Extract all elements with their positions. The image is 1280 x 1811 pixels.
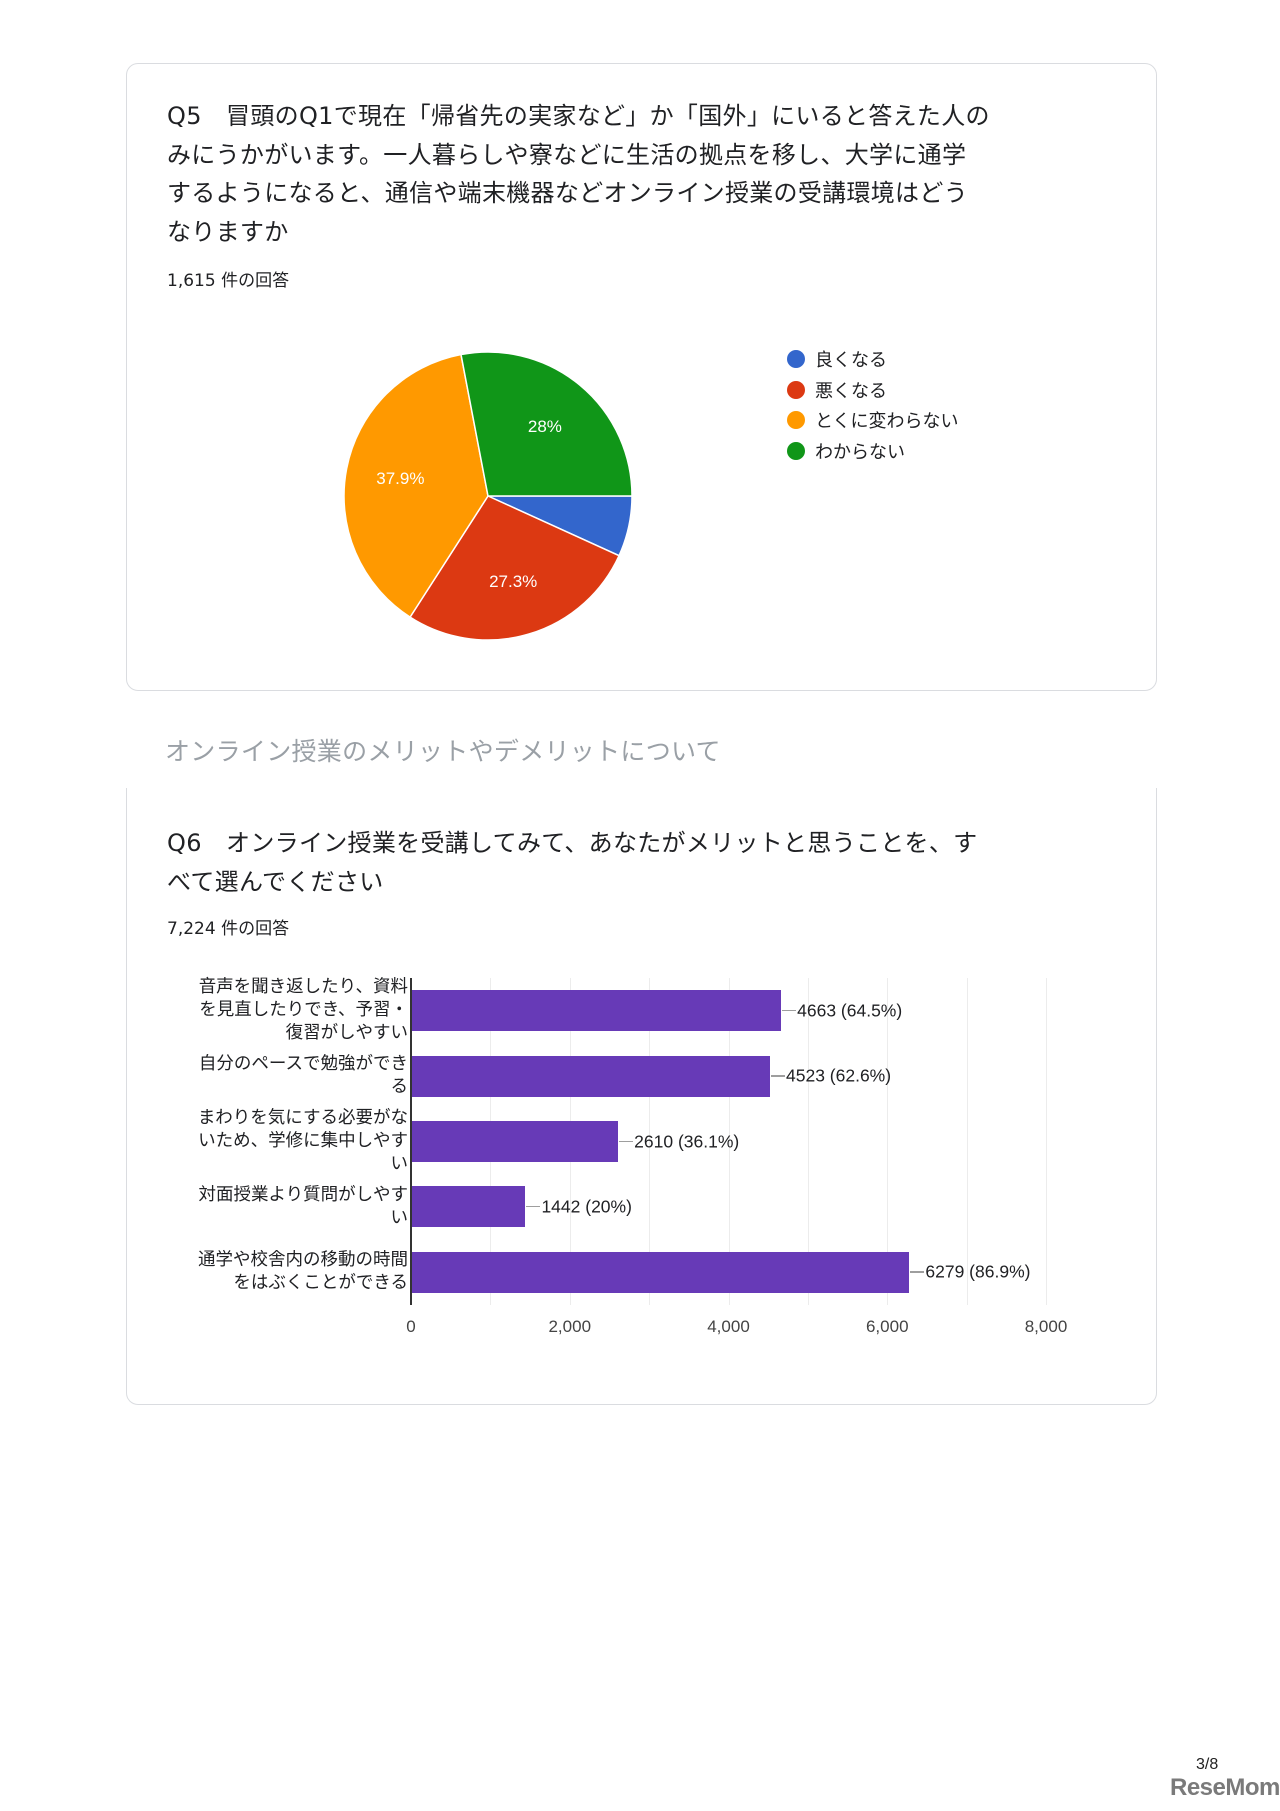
resemom-logo: ReseMom. [1170,1774,1280,1801]
category-label-line: る [390,1077,409,1098]
bar-value-leader [526,1205,541,1208]
legend-label: 悪くなる [815,380,887,402]
gridline [1046,978,1047,1305]
gridline [807,978,809,1305]
pie-slice[interactable] [460,351,633,497]
category-label-line: い [390,1207,409,1228]
q5-pie-chart: 27.3% 37.9% 28% [338,346,638,646]
legend-label: とくに変わらない [815,411,959,433]
pie-slice-label: 28% [527,417,562,437]
q6-card: Q6 オンライン授業を受講してみて、あなたがメリットと思うことを、す べて選んで… [126,788,1157,1405]
q6-question-title: Q6 オンライン授業を受講してみて、あなたがメリットと思うことを、す べて選んで… [167,824,1047,901]
page-number: 3/8 [1196,1756,1219,1773]
bar[interactable] [411,1251,910,1293]
bar[interactable] [411,1186,526,1228]
x-tick-label: 8,000 [1024,1317,1068,1336]
category-label: 通学や校舎内の移動の時間 をはぶくことができる [168,1249,408,1295]
bar-value-leader [910,1271,925,1273]
bar[interactable] [411,1055,770,1097]
category-label-line: 対面授業より質問がしやす [198,1184,408,1205]
bar-value-leader [771,1075,785,1077]
pie-slice-label: 27.3% [489,571,538,591]
bar-value-leader [619,1140,634,1142]
bar[interactable] [411,990,782,1032]
q5-title-line: するようになると、通信や端末機器などオンライン授業の受講環境はどう [167,179,968,207]
x-tick-label: 2,000 [548,1317,592,1336]
category-label-line: 自分のペースで勉強ができ [198,1054,408,1075]
bar-value-label: 6279 (86.9%) [925,1261,1031,1282]
q6-bar-chart: 0 2,000 4,000 6,000 8,000 4663 (64.5%) 音声を聞き返し… [127,788,1158,1405]
legend-label: 良くなる [815,350,887,372]
legend-dot-icon [787,350,805,369]
q6-title-line: Q6 オンライン授業を受講してみて、あなたがメリットと思うことを、す [167,829,978,857]
category-label: 音声を聞き返したり、資料 を見直したりでき、予習・ 復習がしやすい [168,976,408,1045]
x-tick-label: 0 [406,1317,416,1336]
gridline [966,978,968,1305]
q5-question-title: Q5 冒頭のQ1で現在「帰省先の実家など」か「国外」にいると答えた人の みにうか… [167,97,1047,251]
category-label-line: 音声を聞き返したり、資料 [198,977,408,998]
bar-value-label: 4663 (64.5%) [797,1000,903,1021]
q5-title-line: みにうかがいます。一人暮らしや寮などに生活の拠点を移し、大学に通学 [167,140,967,169]
x-tick-label: 6,000 [865,1317,909,1336]
q5-response-count: 1,615 件の回答 [167,271,290,291]
category-label-line: まわりを気にする必要がな [197,1108,408,1128]
pie-slice[interactable] [409,495,621,641]
bar-value-label: 1442 (20%) [541,1196,632,1217]
category-label-line: をはぶくことができる [233,1273,408,1294]
legend-dot-icon [787,411,805,430]
legend-item-unknown[interactable]: わからない [787,436,958,467]
legend-item-worse[interactable]: 悪くなる [787,375,958,406]
category-label-line: を見直したりでき、予習・ [199,1000,408,1021]
category-label: まわりを気にする必要がな いため、学修に集中しやすい [168,1107,408,1176]
x-tick-label: 4,000 [707,1317,750,1336]
section-title: オンライン授業のメリットやデメリットについて [165,737,721,766]
bar-value-leader [782,1009,797,1012]
legend-dot-icon [787,380,805,399]
bar-value-label: 2610 (36.1%) [634,1131,740,1151]
pie-slice-label: 37.9% [376,468,425,488]
q5-title-line: Q5 冒頭のQ1で現在「帰省先の実家など」か「国外」にいると答えた人の [167,102,990,130]
q6-title-line: べて選んでください [167,867,384,896]
y-axis-line [410,978,412,1305]
legend-item-no-change[interactable]: とくに変わらない [787,405,958,436]
category-label: 対面授業より質問がしやすい [168,1184,408,1230]
category-label-line: 復習がしやすい [285,1023,408,1044]
legend-label: わからない [815,441,905,463]
pie-legend: 良くなる 悪くなる とくに変わらない わからない [787,344,958,466]
gridline [728,978,730,1305]
bar-value-label: 4523 (62.6%) [786,1065,892,1086]
category-label-line: い [390,1154,409,1174]
category-label: 自分のペースで勉強ができる [168,1053,408,1099]
category-label-line: 通学や校舎内の移動の時間 [198,1250,408,1271]
q5-title-line: なりますか [167,217,289,246]
gridline [887,978,889,1305]
gridline [649,978,651,1305]
q5-card: Q5 冒頭のQ1で現在「帰省先の実家など」か「国外」にいると答えた人の みにうか… [126,63,1157,691]
pie-svg [343,351,633,641]
legend-dot-icon [787,441,805,460]
category-label-line: いため、学修に集中しやす [198,1131,408,1151]
q6-response-count: 7,224 件の回答 [167,919,290,939]
bar[interactable] [411,1121,619,1162]
pie-slice[interactable] [343,353,489,619]
legend-item-good[interactable]: 良くなる [787,344,958,375]
